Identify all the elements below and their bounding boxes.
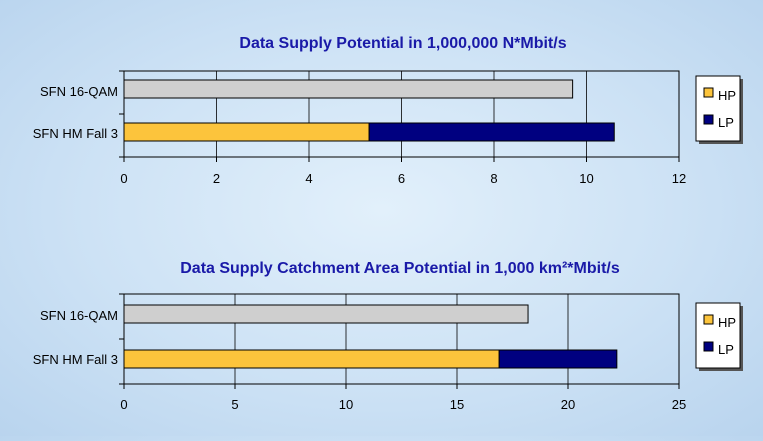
x-tick-label: 15 xyxy=(450,397,464,412)
bar-lp xyxy=(368,122,615,142)
chart-title: Data Supply Potential in 1,000,000 N*Mbi… xyxy=(239,35,566,52)
legend-swatch-hp xyxy=(703,87,714,98)
legend-label-hp: HP xyxy=(718,315,736,330)
x-tick-label: 10 xyxy=(339,397,353,412)
bar-hp xyxy=(123,349,500,369)
legend-swatch-hp xyxy=(703,314,714,325)
category-label: SFN HM Fall 3 xyxy=(33,352,118,367)
x-tick-label: 25 xyxy=(672,397,686,412)
chart-catchment-area-potential: Data Supply Catchment Area Potential in … xyxy=(33,260,743,412)
category-label: SFN 16-QAM xyxy=(40,84,118,99)
x-tick-label: 8 xyxy=(490,171,497,186)
category-label: SFN HM Fall 3 xyxy=(33,126,118,141)
legend-swatch-lp xyxy=(703,341,714,352)
bar-hp xyxy=(123,122,370,142)
legend-label-lp: LP xyxy=(718,342,734,357)
bar-lp xyxy=(498,349,618,369)
legend-box xyxy=(695,75,741,142)
x-tick-label: 6 xyxy=(398,171,405,186)
legend-box xyxy=(695,302,741,369)
x-tick-label: 20 xyxy=(561,397,575,412)
legend-label-lp: LP xyxy=(718,115,734,130)
category-label: SFN 16-QAM xyxy=(40,308,118,323)
x-tick-label: 0 xyxy=(120,397,127,412)
x-tick-label: 10 xyxy=(579,171,593,186)
legend-label-hp: HP xyxy=(718,88,736,103)
chart-data-supply-potential: Data Supply Potential in 1,000,000 N*Mbi… xyxy=(33,35,743,186)
x-tick-label: 4 xyxy=(305,171,312,186)
legend-swatch-lp xyxy=(703,114,714,125)
bar-total xyxy=(123,304,529,324)
x-tick-label: 5 xyxy=(231,397,238,412)
chart-title: Data Supply Catchment Area Potential in … xyxy=(180,260,620,277)
x-tick-label: 0 xyxy=(120,171,127,186)
x-tick-label: 12 xyxy=(672,171,686,186)
x-tick-label: 2 xyxy=(213,171,220,186)
bar-total xyxy=(123,79,574,99)
